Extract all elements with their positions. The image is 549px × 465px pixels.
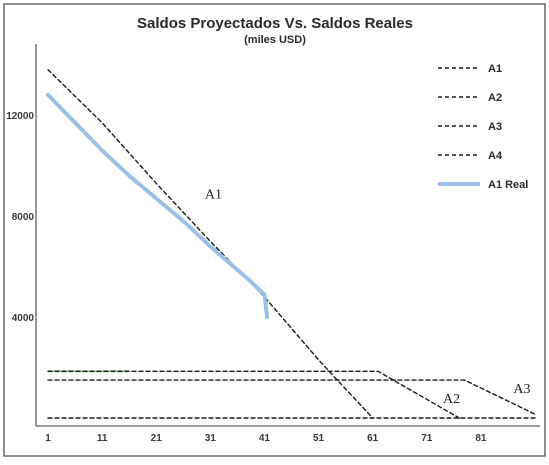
x-tick-label: 1 [45,433,51,444]
x-tick-label: 51 [313,433,325,444]
series-layer [46,68,536,419]
x-tick-label: 31 [205,433,217,444]
legend-label: A4 [488,150,503,162]
y-tick-label: 12000 [6,111,34,122]
legend: A1 A2 A3 A4 A1 Real [438,63,528,191]
x-tick-label: 41 [259,433,271,444]
series-line-a2 [47,370,460,419]
chart-title: Saldos Proyectados Vs. Saldos Reales [137,15,413,32]
series-line-a3 [47,379,536,415]
legend-label: A1 Real [488,179,528,191]
x-tick-label: 71 [421,433,433,444]
annotation-label: A2 [443,392,460,407]
legend-label: A3 [488,121,502,133]
annotation-label: A3 [513,382,530,397]
x-tick-label: 81 [475,433,487,444]
y-tick-label: 4000 [12,313,35,324]
x-tick-label: 21 [151,433,163,444]
annotation-label: A1 [205,187,222,202]
legend-label: A1 [488,63,502,75]
x-tick-label: 11 [97,433,108,444]
annotations: A1 A2 A3 [205,187,531,406]
y-tick-label: 8000 [12,212,35,223]
legend-label: A2 [488,92,502,104]
series-line-a1-real [46,92,270,319]
x-tick-label: 61 [367,433,379,444]
chart-subtitle: (miles USD) [244,34,306,46]
chart-frame [3,3,546,457]
